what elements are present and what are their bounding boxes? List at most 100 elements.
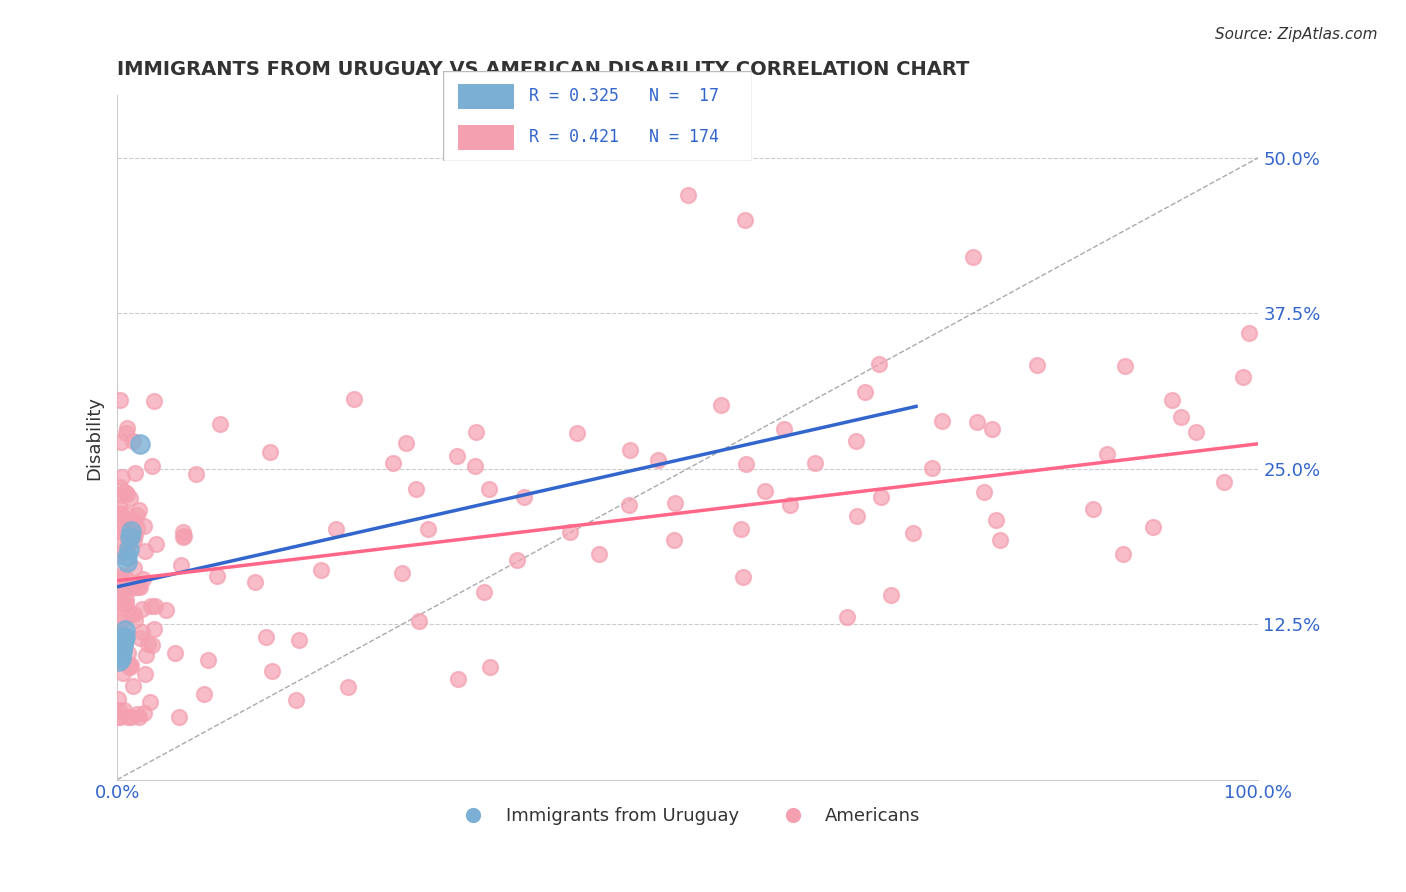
Point (734, 212, 756, 227)
Point (676, 188, 699, 202)
Point (107, 522, 129, 536)
Point (1212, 475, 1234, 489)
Point (880, 588, 903, 602)
Point (110, 614, 132, 628)
Point (391, 566, 413, 581)
Point (143, 623, 166, 637)
Point (122, 679, 145, 693)
Point (121, 526, 143, 541)
Point (163, 646, 186, 660)
Point (125, 521, 148, 535)
Point (107, 500, 129, 514)
Point (108, 517, 131, 532)
Point (110, 582, 132, 597)
Point (124, 614, 146, 628)
Point (733, 570, 755, 584)
Point (779, 498, 801, 512)
Point (1112, 547, 1135, 561)
Point (446, 449, 468, 463)
Point (108, 570, 131, 584)
Point (108, 655, 131, 669)
Text: Source: ZipAtlas.com: Source: ZipAtlas.com (1215, 27, 1378, 42)
Point (117, 549, 139, 563)
Point (868, 357, 890, 371)
Point (804, 456, 827, 470)
Point (108, 710, 131, 724)
Point (617, 498, 640, 512)
Point (588, 547, 610, 561)
Point (122, 434, 145, 448)
Point (111, 524, 134, 539)
Point (145, 537, 167, 551)
Point (128, 710, 150, 724)
Point (325, 522, 347, 536)
Point (110, 435, 132, 450)
Point (131, 602, 153, 616)
Point (111, 638, 134, 652)
Point (114, 507, 136, 521)
Point (118, 659, 141, 673)
Point (110, 530, 132, 544)
Point (1083, 502, 1105, 516)
Point (112, 633, 135, 648)
Point (117, 555, 139, 569)
Point (111, 642, 134, 657)
Y-axis label: Disability: Disability (86, 395, 103, 480)
Point (309, 563, 332, 577)
Point (981, 422, 1004, 436)
Point (506, 552, 529, 566)
Point (343, 392, 366, 406)
Point (472, 585, 495, 599)
Point (193, 687, 215, 701)
Text: IMMIGRANTS FROM URUGUAY VS AMERICAN DISABILITY CORRELATION CHART: IMMIGRANTS FROM URUGUAY VS AMERICAN DISA… (117, 60, 970, 78)
Point (121, 582, 143, 596)
Point (128, 502, 150, 516)
Point (408, 614, 430, 628)
Point (111, 644, 134, 658)
Point (134, 544, 156, 558)
Point (565, 425, 588, 440)
Bar (458, 84, 515, 109)
Point (984, 513, 1007, 527)
Point (416, 522, 439, 536)
Point (336, 680, 359, 694)
Point (285, 693, 308, 707)
Point (1161, 392, 1184, 407)
Point (243, 575, 266, 590)
FancyBboxPatch shape (443, 71, 752, 161)
Point (128, 631, 150, 645)
Point (143, 599, 166, 613)
Point (111, 665, 134, 680)
Point (107, 634, 129, 648)
Point (447, 673, 470, 687)
Point (464, 459, 486, 474)
Point (108, 547, 131, 561)
Point (117, 646, 139, 660)
Point (108, 596, 131, 610)
Point (931, 415, 953, 429)
Point (122, 607, 145, 621)
Point (112, 630, 135, 644)
Point (107, 692, 129, 706)
Point (111, 636, 134, 650)
Point (122, 533, 145, 548)
Point (108, 506, 131, 520)
Text: R = 0.421   N = 174: R = 0.421 N = 174 (530, 128, 720, 146)
Point (465, 425, 488, 440)
Point (120, 657, 142, 672)
Point (115, 425, 138, 440)
Point (110, 585, 132, 599)
Point (107, 710, 129, 724)
Point (112, 702, 135, 716)
Point (114, 630, 136, 644)
Point (478, 660, 501, 674)
Point (134, 706, 156, 720)
Point (115, 486, 138, 500)
Point (117, 536, 139, 550)
Point (1142, 520, 1164, 534)
Point (260, 664, 283, 678)
Point (139, 694, 162, 708)
Point (110, 648, 132, 663)
Point (710, 398, 733, 412)
Point (208, 417, 231, 431)
